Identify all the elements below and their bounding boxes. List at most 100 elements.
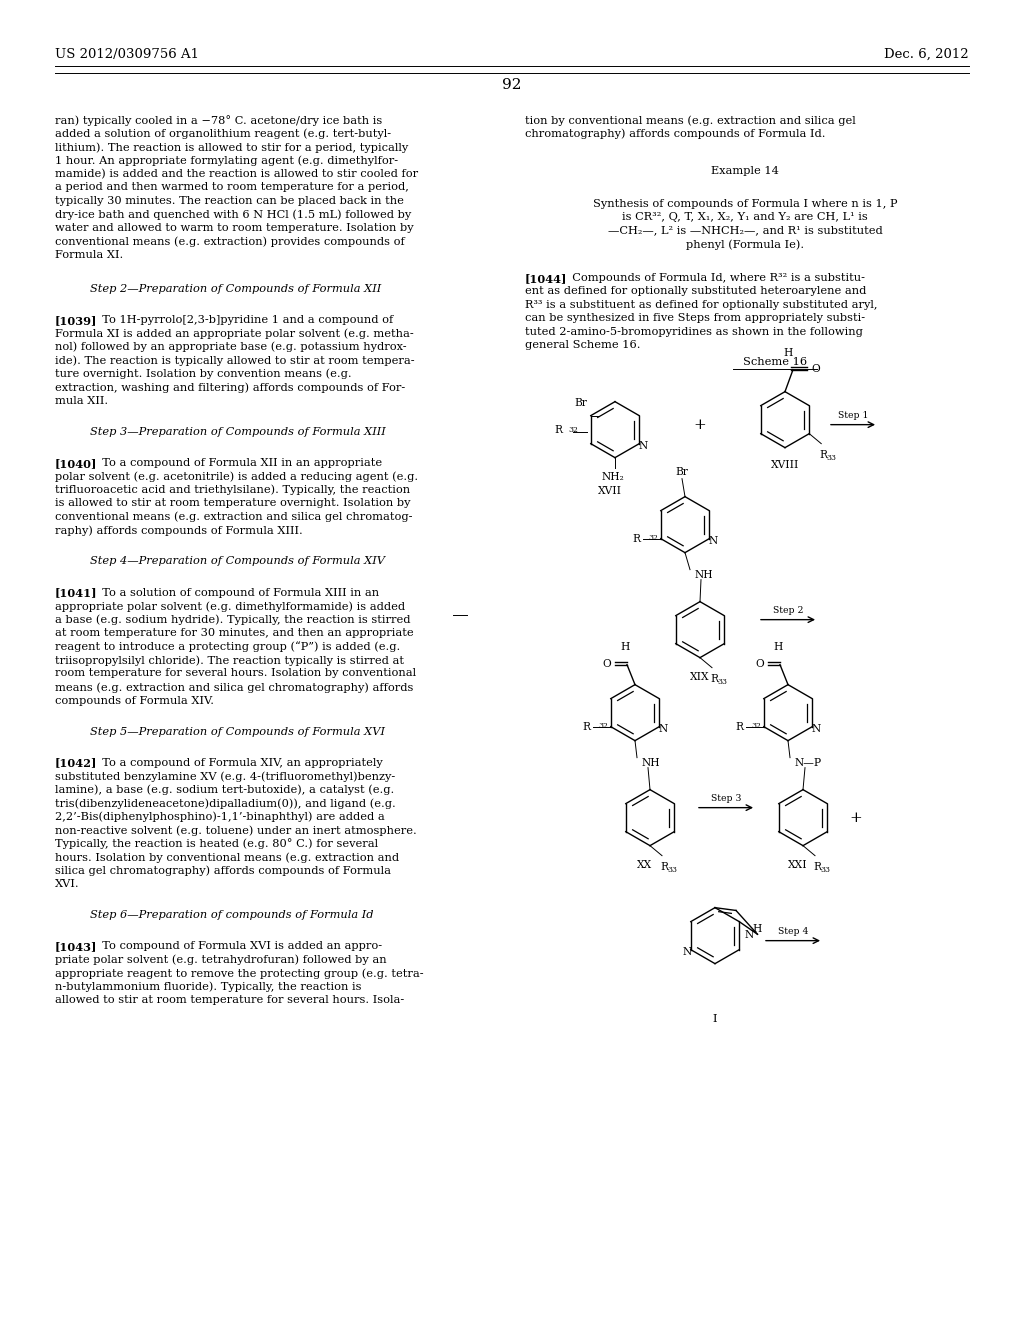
Text: Step 6—Preparation of compounds of Formula Id: Step 6—Preparation of compounds of Formu…: [90, 911, 374, 920]
Text: Formula XI.: Formula XI.: [55, 249, 123, 260]
Text: conventional means (e.g. extraction) provides compounds of: conventional means (e.g. extraction) pro…: [55, 236, 404, 247]
Text: non-reactive solvent (e.g. toluene) under an inert atmosphere.: non-reactive solvent (e.g. toluene) unde…: [55, 825, 417, 836]
Text: N: N: [658, 723, 668, 734]
Text: 32: 32: [568, 425, 579, 434]
Text: [1042]: [1042]: [55, 758, 97, 768]
Text: [1043]: [1043]: [55, 941, 97, 952]
Text: N—P: N—P: [795, 758, 822, 768]
Text: [1040]: [1040]: [55, 458, 97, 469]
Text: R: R: [583, 722, 591, 731]
Text: 33: 33: [667, 866, 677, 874]
Text: compounds of Formula XIV.: compounds of Formula XIV.: [55, 696, 214, 705]
Text: a period and then warmed to room temperature for a period,: a period and then warmed to room tempera…: [55, 182, 409, 193]
Text: Synthesis of compounds of Formula I where n is 1, P: Synthesis of compounds of Formula I wher…: [593, 199, 897, 209]
Text: Typically, the reaction is heated (e.g. 80° C.) for several: Typically, the reaction is heated (e.g. …: [55, 838, 378, 850]
Text: ent as defined for optionally substituted heteroarylene and: ent as defined for optionally substitute…: [525, 286, 866, 297]
Text: +: +: [849, 810, 862, 825]
Text: To a solution of compound of Formula XIII in an: To a solution of compound of Formula XII…: [95, 587, 379, 598]
Text: 32: 32: [649, 533, 658, 541]
Text: nol) followed by an appropriate base (e.g. potassium hydrox-: nol) followed by an appropriate base (e.…: [55, 342, 407, 352]
Text: To compound of Formula XVI is added an appro-: To compound of Formula XVI is added an a…: [95, 941, 382, 952]
Text: R: R: [736, 722, 743, 731]
Text: Dec. 6, 2012: Dec. 6, 2012: [885, 48, 969, 61]
Text: lamine), a base (e.g. sodium tert-butoxide), a catalyst (e.g.: lamine), a base (e.g. sodium tert-butoxi…: [55, 784, 394, 795]
Text: tion by conventional means (e.g. extraction and silica gel: tion by conventional means (e.g. extract…: [525, 115, 856, 125]
Text: Example 14: Example 14: [711, 166, 779, 177]
Text: N: N: [709, 536, 718, 545]
Text: raphy) affords compounds of Formula XIII.: raphy) affords compounds of Formula XIII…: [55, 525, 303, 536]
Text: Step 4: Step 4: [778, 927, 808, 936]
Text: Step 3: Step 3: [711, 793, 741, 803]
Text: I: I: [713, 1014, 717, 1023]
Text: H: H: [773, 642, 782, 652]
Text: chromatography) affords compounds of Formula Id.: chromatography) affords compounds of For…: [525, 128, 825, 139]
Text: means (e.g. extraction and silica gel chromatography) affords: means (e.g. extraction and silica gel ch…: [55, 682, 414, 693]
Text: Step 1: Step 1: [838, 411, 868, 420]
Text: NH: NH: [695, 570, 714, 579]
Text: XXI: XXI: [788, 859, 808, 870]
Text: 2,2’-Bis(diphenylphosphino)-1,1’-binaphthyl) are added a: 2,2’-Bis(diphenylphosphino)-1,1’-binapht…: [55, 812, 385, 822]
Text: n-butylammonium fluoride). Typically, the reaction is: n-butylammonium fluoride). Typically, th…: [55, 982, 361, 993]
Text: appropriate reagent to remove the protecting group (e.g. tetra-: appropriate reagent to remove the protec…: [55, 968, 424, 978]
Text: R: R: [660, 862, 668, 871]
Text: H: H: [783, 347, 793, 358]
Text: polar solvent (e.g. acetonitrile) is added a reducing agent (e.g.: polar solvent (e.g. acetonitrile) is add…: [55, 471, 418, 482]
Text: can be synthesized in five Steps from appropriately substi-: can be synthesized in five Steps from ap…: [525, 313, 865, 323]
Text: reagent to introduce a protecting group (“P”) is added (e.g.: reagent to introduce a protecting group …: [55, 642, 400, 652]
Text: Step 2—Preparation of Compounds of Formula XII: Step 2—Preparation of Compounds of Formu…: [90, 284, 381, 294]
Text: R: R: [813, 862, 821, 871]
Text: typically 30 minutes. The reaction can be placed back in the: typically 30 minutes. The reaction can b…: [55, 195, 403, 206]
Text: 32: 32: [599, 722, 608, 730]
Text: [1041]: [1041]: [55, 587, 97, 598]
Text: XVII: XVII: [598, 486, 622, 495]
Text: dry-ice bath and quenched with 6 N HCl (1.5 mL) followed by: dry-ice bath and quenched with 6 N HCl (…: [55, 210, 412, 220]
Text: triisopropylsilyl chloride). The reaction typically is stirred at: triisopropylsilyl chloride). The reactio…: [55, 655, 404, 665]
Text: Br: Br: [676, 467, 688, 477]
Text: conventional means (e.g. extraction and silica gel chromatog-: conventional means (e.g. extraction and …: [55, 512, 413, 523]
Text: R: R: [633, 533, 641, 544]
Text: at room temperature for 30 minutes, and then an appropriate: at room temperature for 30 minutes, and …: [55, 628, 414, 638]
Text: O: O: [811, 363, 820, 374]
Text: +: +: [693, 417, 707, 432]
Text: Step 4—Preparation of Compounds of Formula XIV: Step 4—Preparation of Compounds of Formu…: [90, 557, 385, 566]
Text: ture overnight. Isolation by convention means (e.g.: ture overnight. Isolation by convention …: [55, 368, 351, 379]
Text: Br: Br: [573, 397, 587, 408]
Text: N: N: [638, 441, 647, 450]
Text: extraction, washing and filtering) affords compounds of For-: extraction, washing and filtering) affor…: [55, 383, 406, 393]
Text: phenyl (Formula Ie).: phenyl (Formula Ie).: [686, 239, 804, 249]
Text: To 1H-pyrrolo[2,3-b]pyridine 1 and a compound of: To 1H-pyrrolo[2,3-b]pyridine 1 and a com…: [95, 314, 393, 325]
Text: 32: 32: [752, 722, 762, 730]
Text: Compounds of Formula Id, where R³² is a substitu-: Compounds of Formula Id, where R³² is a …: [565, 273, 865, 282]
Text: XVIII: XVIII: [771, 459, 799, 470]
Text: silica gel chromatography) affords compounds of Formula: silica gel chromatography) affords compo…: [55, 866, 391, 876]
Text: XIX: XIX: [690, 672, 710, 681]
Text: priate polar solvent (e.g. tetrahydrofuran) followed by an: priate polar solvent (e.g. tetrahydrofur…: [55, 954, 387, 965]
Text: 33: 33: [717, 677, 727, 685]
Text: appropriate polar solvent (e.g. dimethylformamide) is added: appropriate polar solvent (e.g. dimethyl…: [55, 601, 406, 611]
Text: NH₂: NH₂: [602, 471, 625, 482]
Text: general Scheme 16.: general Scheme 16.: [525, 341, 640, 350]
Text: Step 2: Step 2: [773, 606, 803, 615]
Text: N: N: [811, 723, 820, 734]
Text: added a solution of organolithium reagent (e.g. tert-butyl-: added a solution of organolithium reagen…: [55, 128, 391, 139]
Text: To a compound of Formula XIV, an appropriately: To a compound of Formula XIV, an appropr…: [95, 758, 383, 768]
Text: O: O: [602, 659, 611, 669]
Text: room temperature for several hours. Isolation by conventional: room temperature for several hours. Isol…: [55, 668, 416, 678]
Text: R: R: [555, 425, 562, 434]
Text: R: R: [710, 673, 718, 684]
Text: mamide) is added and the reaction is allowed to stir cooled for: mamide) is added and the reaction is all…: [55, 169, 418, 180]
Text: lithium). The reaction is allowed to stir for a period, typically: lithium). The reaction is allowed to sti…: [55, 143, 409, 153]
Text: XX: XX: [637, 859, 652, 870]
Text: —CH₂—, L² is —NHCH₂—, and R¹ is substituted: —CH₂—, L² is —NHCH₂—, and R¹ is substitu…: [607, 226, 883, 236]
Text: NH: NH: [642, 758, 660, 768]
Text: To a compound of Formula XII in an appropriate: To a compound of Formula XII in an appro…: [95, 458, 382, 467]
Text: N: N: [744, 931, 754, 940]
Text: R: R: [819, 450, 827, 459]
Text: [1044]: [1044]: [525, 273, 567, 284]
Text: N: N: [682, 946, 692, 957]
Text: tris(dibenzylideneacetone)dipalladium(0)), and ligand (e.g.: tris(dibenzylideneacetone)dipalladium(0)…: [55, 799, 395, 809]
Text: O: O: [756, 659, 764, 669]
Text: 92: 92: [502, 78, 522, 92]
Text: Step 5—Preparation of Compounds of Formula XVI: Step 5—Preparation of Compounds of Formu…: [90, 726, 385, 737]
Text: 33: 33: [820, 866, 830, 874]
